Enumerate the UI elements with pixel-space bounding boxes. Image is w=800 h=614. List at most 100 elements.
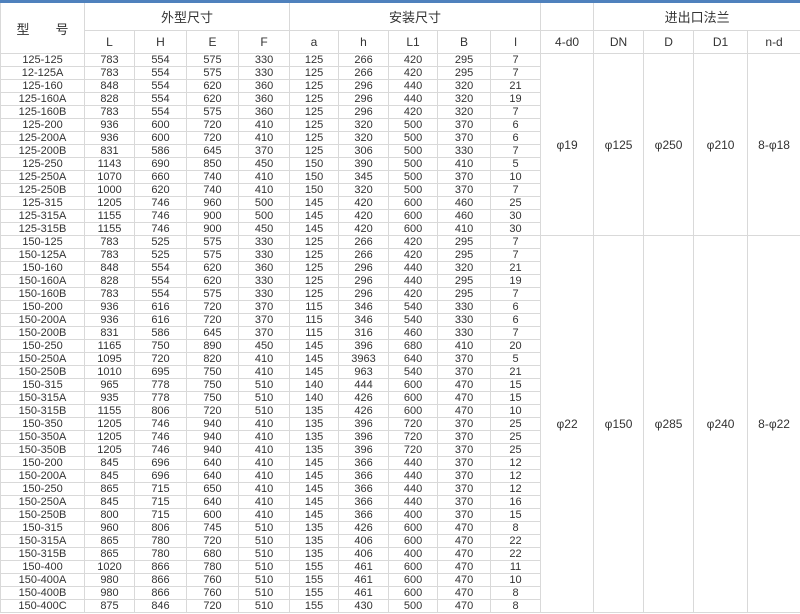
value-cell: 960 <box>84 521 135 535</box>
value-cell: 135 <box>289 443 340 457</box>
table-row: 150-400C 875 846 720 510 155 430 500 470 8 <box>0 599 800 613</box>
value-cell: 7 <box>490 235 542 249</box>
value-cell: 620 <box>134 183 187 197</box>
table-row: 125-250B 1000 620 740 410 150 320 500 370 7 <box>0 183 800 197</box>
value-cell: 6 <box>490 313 542 327</box>
value-cell: 600 <box>388 196 439 210</box>
value-cell: 410 <box>237 365 291 379</box>
value-cell: 320 <box>338 131 390 145</box>
value-cell: 470 <box>437 378 492 392</box>
value-cell: 396 <box>338 443 390 457</box>
value-cell: 370 <box>437 482 492 496</box>
value-cell: 295 <box>437 274 492 288</box>
group-header-inlet-outlet-flange: 进出口法兰 <box>593 1 800 31</box>
value-cell: 510 <box>237 391 291 405</box>
value-cell: 1143 <box>84 157 135 171</box>
value-cell: 115 <box>289 313 340 327</box>
value-cell: 145 <box>289 495 340 509</box>
value-cell: 575 <box>186 287 239 301</box>
value-cell: 135 <box>289 547 340 561</box>
value-cell: 616 <box>134 300 187 314</box>
value-cell: 10 <box>490 573 542 587</box>
value-cell: 963 <box>338 365 390 379</box>
model-cell: 150-400 <box>0 560 85 574</box>
value-cell: 410 <box>237 430 291 444</box>
value-cell: 145 <box>289 365 340 379</box>
flange-4-d0-cell: φ19 <box>540 53 595 236</box>
value-cell: 25 <box>490 417 542 431</box>
value-cell: 5 <box>490 352 542 366</box>
value-cell: 135 <box>289 404 340 418</box>
value-cell: 320 <box>437 92 492 106</box>
value-cell: 715 <box>134 482 187 496</box>
table-row: 150-400B 980 866 760 510 155 461 600 470 8 <box>0 586 800 600</box>
value-cell: 8 <box>490 599 542 613</box>
value-cell: 440 <box>388 79 439 93</box>
value-cell: 645 <box>186 144 239 158</box>
value-cell: 778 <box>134 378 187 392</box>
value-cell: 510 <box>237 573 291 587</box>
value-cell: 420 <box>388 53 439 67</box>
value-cell: 600 <box>388 404 439 418</box>
value-cell: 406 <box>338 547 390 561</box>
value-cell: 554 <box>134 274 187 288</box>
flange-d1-cell: φ240 <box>693 235 749 613</box>
value-cell: 1095 <box>84 352 135 366</box>
value-cell: 420 <box>338 196 390 210</box>
value-cell: 150 <box>289 170 340 184</box>
flange-n-d-cell: 8-φ22 <box>747 235 800 613</box>
value-cell: 640 <box>186 456 239 470</box>
value-cell: 330 <box>237 274 291 288</box>
value-cell: 410 <box>237 456 291 470</box>
value-cell: 125 <box>289 53 340 67</box>
model-cell: 150-315 <box>0 378 85 392</box>
flange-d-cell: φ285 <box>643 235 695 613</box>
value-cell: 1000 <box>84 183 135 197</box>
value-cell: 296 <box>338 79 390 93</box>
value-cell: 8 <box>490 521 542 535</box>
value-cell: 295 <box>437 287 492 301</box>
value-cell: 155 <box>289 599 340 613</box>
value-cell: 7 <box>490 66 542 80</box>
value-cell: 783 <box>84 248 135 262</box>
value-cell: 410 <box>237 469 291 483</box>
value-cell: 426 <box>338 391 390 405</box>
value-cell: 600 <box>134 118 187 132</box>
value-cell: 620 <box>186 79 239 93</box>
value-cell: 370 <box>437 443 492 457</box>
value-cell: 145 <box>289 352 340 366</box>
flange-n-d-cell: 8-φ18 <box>747 53 800 236</box>
value-cell: 500 <box>388 118 439 132</box>
value-cell: 396 <box>338 430 390 444</box>
model-cell: 125-315A <box>0 209 85 223</box>
value-cell: 600 <box>388 573 439 587</box>
value-cell: 461 <box>338 560 390 574</box>
value-cell: 135 <box>289 534 340 548</box>
value-cell: 125 <box>289 79 340 93</box>
value-cell: 600 <box>388 222 439 236</box>
value-cell: 936 <box>84 313 135 327</box>
value-cell: 295 <box>437 235 492 249</box>
table-row: 150-160A 828 554 620 330 125 296 440 295 19 <box>0 274 800 288</box>
value-cell: 430 <box>338 599 390 613</box>
value-cell: 330 <box>437 300 492 314</box>
value-cell: 410 <box>437 339 492 353</box>
value-cell: 783 <box>84 105 135 119</box>
value-cell: 460 <box>437 196 492 210</box>
table-row: 150-400 1020 866 780 510 155 461 600 470 11 <box>0 560 800 574</box>
value-cell: 440 <box>388 495 439 509</box>
value-cell: 306 <box>338 144 390 158</box>
value-cell: 720 <box>186 118 239 132</box>
value-cell: 846 <box>134 599 187 613</box>
value-cell: 7 <box>490 248 542 262</box>
value-cell: 940 <box>186 417 239 431</box>
value-cell: 125 <box>289 274 340 288</box>
value-cell: 12 <box>490 469 542 483</box>
value-cell: 370 <box>237 144 291 158</box>
value-cell: 295 <box>437 53 492 67</box>
value-cell: 410 <box>237 183 291 197</box>
group-header-empty <box>540 1 595 31</box>
value-cell: 420 <box>338 209 390 223</box>
model-cell: 150-160A <box>0 274 85 288</box>
